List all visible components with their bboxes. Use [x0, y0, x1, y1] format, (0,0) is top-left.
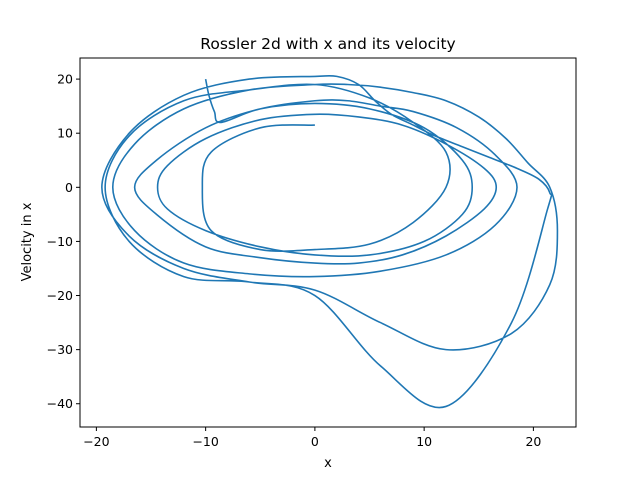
x-tick-label: −10: [192, 434, 218, 449]
x-axis-ticks: −20 −10 0 10 20: [83, 427, 541, 449]
series-line-0: [101, 74, 559, 409]
x-tick-label: −20: [83, 434, 109, 449]
chart-title: Rossler 2d with x and its velocity: [200, 35, 455, 53]
y-tick-label: −40: [47, 396, 73, 411]
y-axis-label: Velocity in x: [20, 202, 35, 281]
y-tick-label: 0: [65, 180, 73, 195]
axes-frame: [79, 57, 577, 428]
x-axis-label: x: [324, 456, 332, 471]
y-axis-ticks: −40 −30 −20 −10 0 10 20: [47, 72, 80, 411]
y-tick-label: 10: [57, 126, 73, 141]
y-tick-label: 20: [57, 72, 73, 87]
x-tick-label: 20: [525, 434, 541, 449]
x-tick-label: 0: [311, 434, 319, 449]
y-tick-label: −30: [47, 342, 73, 357]
x-tick-label: 10: [416, 434, 432, 449]
data-layer: [101, 74, 559, 409]
y-tick-label: −20: [47, 288, 73, 303]
plot-area: [79, 57, 577, 428]
y-tick-label: −10: [47, 234, 73, 249]
